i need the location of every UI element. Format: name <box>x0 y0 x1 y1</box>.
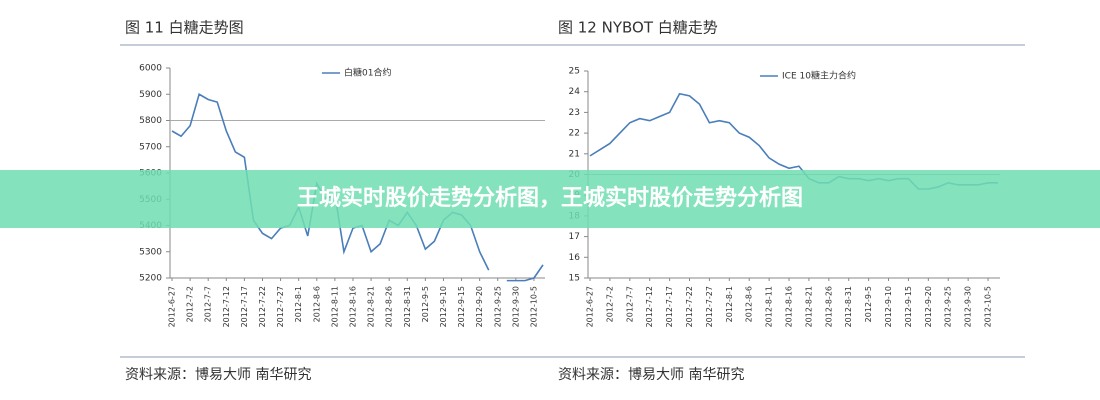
y-tick-label: 22 <box>569 129 580 139</box>
x-tick-label: 2012-7-12 <box>645 286 654 327</box>
x-tick-label: 2012-9-25 <box>493 286 502 327</box>
x-tick-label: 2012-6-27 <box>168 286 177 327</box>
y-tick-label: 6000 <box>139 64 162 74</box>
x-tick-label: 2012-8-26 <box>385 286 394 327</box>
x-tick-label: 2012-8-1 <box>725 286 734 322</box>
y-tick-label: 5900 <box>139 90 162 100</box>
x-tick-label: 2012-7-17 <box>665 286 674 327</box>
data-line <box>506 264 544 282</box>
source-note: 资料来源：博易大师 南华研究 <box>125 366 311 383</box>
x-tick-label: 2012-10-5 <box>984 286 993 327</box>
y-tick-label: 5200 <box>139 274 162 284</box>
x-tick-label: 2012-9-5 <box>421 286 430 322</box>
x-tick-label: 2012-8-21 <box>367 286 376 327</box>
x-tick-label: 2012-8-21 <box>804 286 813 327</box>
x-tick-label: 2012-9-10 <box>884 286 893 327</box>
x-tick-label: 2012-7-27 <box>705 286 714 327</box>
x-tick-label: 2012-8-6 <box>312 286 321 322</box>
chart-title: 图 12 NYBOT 白糖走势 <box>558 19 718 37</box>
legend-label: ICE 10糖主力合约 <box>782 70 856 82</box>
x-tick-label: 2012-9-25 <box>944 286 953 327</box>
x-tick-label: 2012-8-16 <box>785 286 794 327</box>
x-tick-label: 2012-8-6 <box>745 286 754 322</box>
source-note: 资料来源：博易大师 南华研究 <box>558 366 744 383</box>
x-tick-label: 2012-8-11 <box>330 286 339 327</box>
y-tick-label: 5700 <box>139 142 162 152</box>
x-tick-label: 2012-7-27 <box>276 286 285 327</box>
y-tick-label: 25 <box>569 67 580 77</box>
y-tick-label: 21 <box>569 149 580 159</box>
legend-label: 白糖01合约 <box>344 67 391 79</box>
y-tick-label: 16 <box>569 253 581 263</box>
x-tick-label: 2012-7-22 <box>685 286 694 327</box>
y-tick-label: 17 <box>569 232 580 242</box>
x-tick-label: 2012-9-20 <box>475 286 484 327</box>
y-tick-label: 5300 <box>139 247 162 257</box>
x-tick-label: 2012-10-5 <box>529 286 538 327</box>
banner: 王城实时股价走势分析图，王城实时股价走势分析图 <box>0 170 1100 228</box>
y-tick-label: 5800 <box>139 116 162 126</box>
x-tick-label: 2012-8-31 <box>844 286 853 327</box>
x-tick-label: 2012-7-17 <box>240 286 249 327</box>
x-tick-label: 2012-8-16 <box>348 286 357 327</box>
x-tick-label: 2012-7-7 <box>625 286 634 322</box>
x-tick-label: 2012-6-27 <box>586 286 595 327</box>
x-tick-label: 2012-7-22 <box>258 286 267 327</box>
x-tick-label: 2012-9-10 <box>439 286 448 327</box>
x-tick-label: 2012-7-2 <box>605 286 614 322</box>
y-tick-label: 24 <box>569 87 581 97</box>
x-tick-label: 2012-8-11 <box>765 286 774 327</box>
y-tick-label: 15 <box>569 274 580 284</box>
x-tick-label: 2012-9-20 <box>924 286 933 327</box>
y-tick-label: 23 <box>569 108 580 118</box>
x-tick-label: 2012-9-5 <box>864 286 873 322</box>
x-tick-label: 2012-9-15 <box>457 286 466 327</box>
x-tick-label: 2012-7-2 <box>186 286 195 322</box>
x-tick-label: 2012-7-12 <box>222 286 231 327</box>
x-tick-label: 2012-8-1 <box>294 286 303 322</box>
x-tick-label: 2012-9-15 <box>904 286 913 327</box>
x-tick-label: 2012-9-30 <box>964 286 973 327</box>
x-tick-label: 2012-7-7 <box>204 286 213 322</box>
x-tick-label: 2012-8-31 <box>403 286 412 327</box>
chart-title: 图 11 白糖走势图 <box>125 19 244 37</box>
x-tick-label: 2012-8-26 <box>824 286 833 327</box>
x-tick-label: 2012-9-30 <box>511 286 520 327</box>
